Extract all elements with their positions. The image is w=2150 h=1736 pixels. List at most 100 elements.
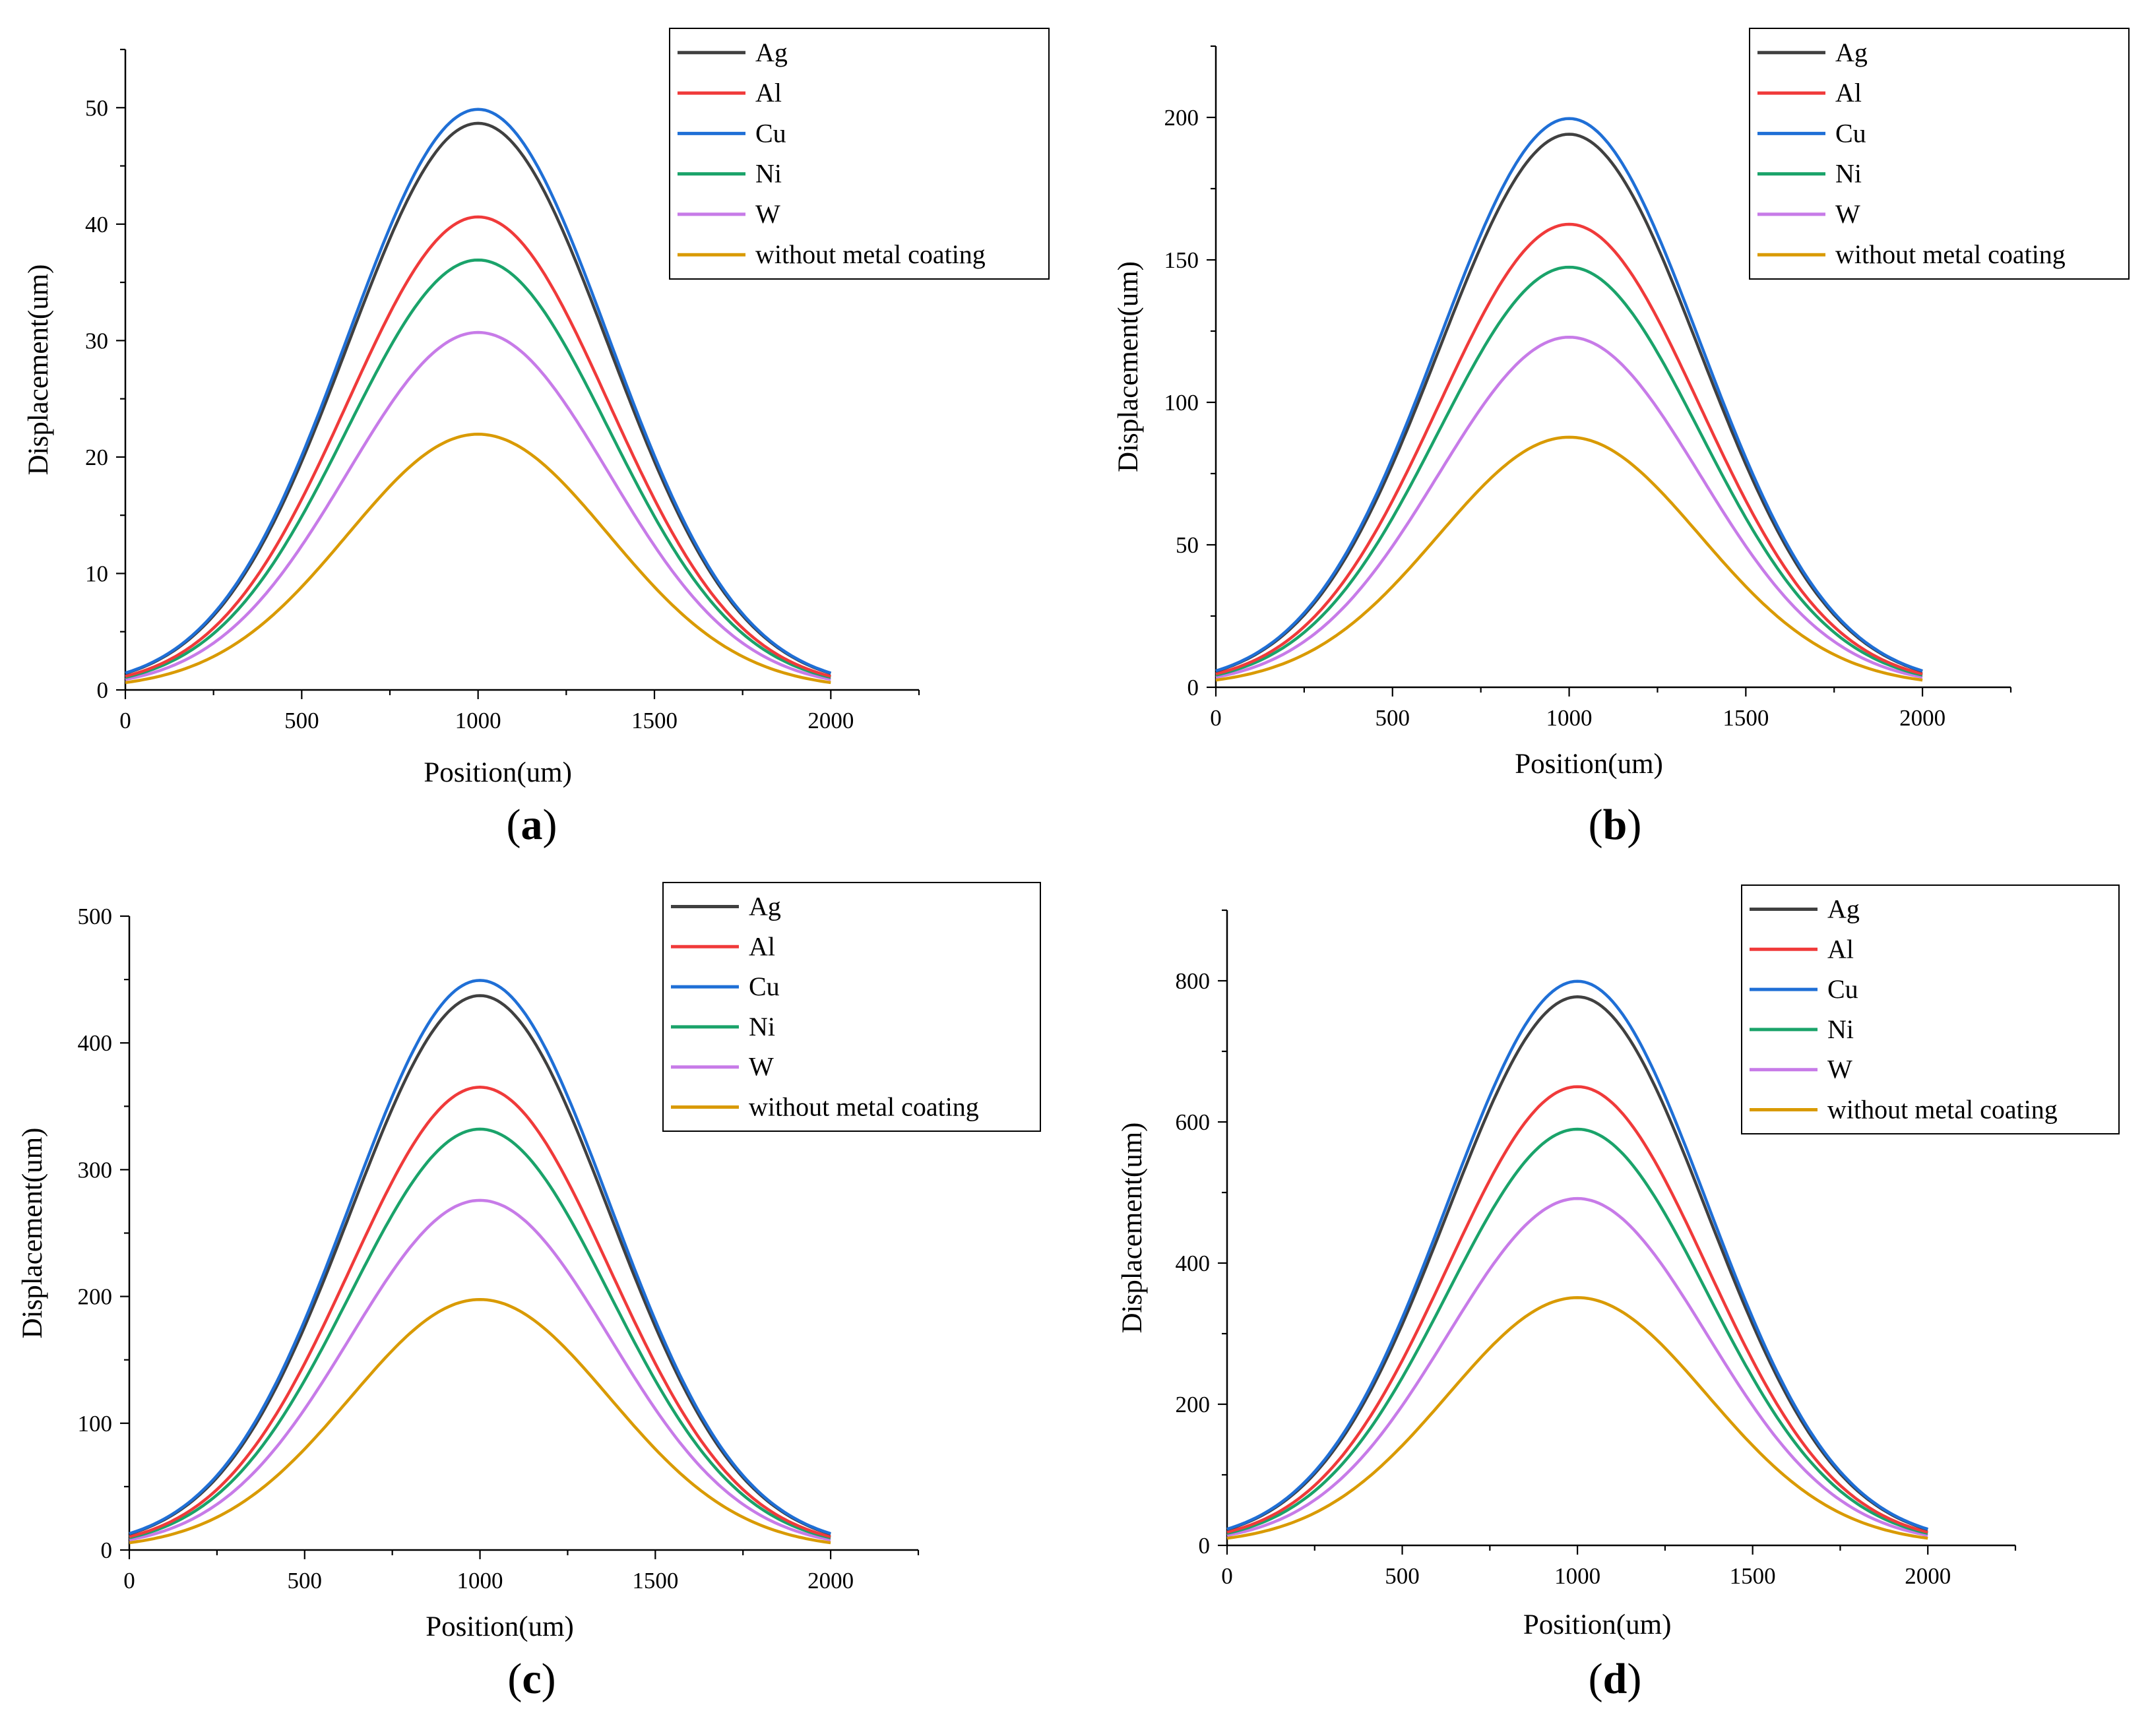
x-tick-label: 1500	[632, 1568, 678, 1594]
legend-label: Cu	[1835, 118, 1866, 148]
y-tick-label: 40	[85, 212, 108, 237]
x-axis-label: Position(um)	[426, 1611, 574, 1642]
series-line-without-metal-coating	[125, 433, 831, 685]
y-tick-label: 200	[1164, 105, 1199, 131]
x-tick-label: 0	[1221, 1563, 1233, 1589]
y-tick-label: 0	[101, 1537, 113, 1563]
chart-panel-b: 0 500 1000 1500 2000 0 50 100 150 200 Position(um)…	[1113, 28, 2130, 849]
legend-label: Cu	[749, 972, 780, 1001]
x-tick-label: 2000	[807, 708, 854, 733]
series-line-cu	[1226, 979, 1928, 1531]
x-axis-label: Position(um)	[1523, 1609, 1672, 1640]
series-line-al	[129, 1086, 831, 1538]
x-tick-label: 1500	[631, 708, 678, 733]
legend-label: Ni	[749, 1012, 775, 1041]
y-tick-label: 800	[1176, 968, 1211, 994]
legend-label: without metal coating	[1827, 1095, 2058, 1125]
legend-box	[1741, 884, 2120, 1134]
chart-panel-a: 0 500 1000 1500 2000 0 10 20 30 40 50 Position(um) D…	[23, 28, 1050, 849]
series-line-w	[1215, 335, 1923, 679]
legend-label: Al	[749, 931, 775, 961]
y-tick-label: 0	[1187, 675, 1199, 700]
x-tick-label: 1000	[1546, 705, 1593, 731]
x-tick-label: 1500	[1730, 1563, 1776, 1589]
legend-label: Al	[1827, 934, 1854, 964]
legend-label: W	[749, 1052, 774, 1082]
series-line-ag	[129, 994, 831, 1535]
legend-box	[1749, 28, 2130, 280]
y-tick-label: 0	[97, 677, 109, 703]
legend-label: Ag	[755, 38, 788, 67]
legend-box	[669, 28, 1050, 280]
series-line-ni	[125, 258, 831, 679]
series-line-w	[1226, 1196, 1928, 1537]
series-line-cu	[125, 108, 831, 675]
y-tick-label: 30	[85, 328, 108, 354]
panel-caption: (d)	[1589, 1655, 1642, 1703]
legend-label: Al	[1835, 78, 1862, 108]
y-tick-label: 50	[85, 95, 108, 121]
y-tick-label: 200	[1176, 1392, 1211, 1417]
series-line-ag	[1226, 995, 1928, 1532]
series-line-al	[1226, 1085, 1928, 1534]
panel-caption: (a)	[507, 801, 557, 849]
y-tick-label: 10	[85, 561, 108, 586]
y-tick-label: 400	[1176, 1251, 1211, 1276]
x-tick-label: 2000	[1905, 1563, 1951, 1589]
y-tick-label: 150	[1164, 247, 1199, 273]
legend-label: Ag	[749, 891, 781, 921]
series-line-al	[1215, 222, 1923, 675]
series-line-w	[125, 330, 831, 681]
y-tick-label: 20	[85, 445, 108, 470]
legend-label: W	[1827, 1055, 1852, 1084]
legend-label: W	[1835, 199, 1860, 229]
y-tick-label: 600	[1176, 1109, 1211, 1135]
legend-label: Al	[755, 78, 782, 108]
x-tick-label: 2000	[1899, 705, 1945, 731]
x-axis-label: Position(um)	[1515, 749, 1663, 780]
y-tick-label: 500	[78, 904, 113, 929]
x-tick-label: 0	[1210, 705, 1222, 731]
series-line-ag	[1215, 133, 1923, 673]
y-axis-label: Displacement(um)	[23, 264, 54, 475]
panel-caption: (c)	[507, 1655, 555, 1703]
y-tick-label: 200	[78, 1284, 113, 1310]
y-axis-label: Displacement(um)	[17, 1127, 48, 1338]
legend-label: Ni	[1827, 1014, 1854, 1044]
y-tick-label: 100	[1164, 390, 1199, 416]
legend-box	[662, 882, 1041, 1132]
chart-panel-d: 0 500 1000 1500 2000 0 200 400 600 800 Position(um…	[1117, 884, 2120, 1703]
series-line-al	[125, 215, 831, 678]
series-line-ni	[129, 1127, 831, 1539]
legend-label: without metal coating	[749, 1092, 979, 1122]
legend-label: Cu	[1827, 974, 1858, 1004]
legend-label: Cu	[755, 118, 786, 148]
x-tick-label: 0	[119, 708, 131, 733]
series-line-w	[129, 1198, 831, 1541]
panel-caption: (b)	[1589, 801, 1642, 849]
x-tick-label: 500	[288, 1568, 323, 1594]
x-tick-label: 1000	[455, 708, 501, 733]
x-tick-label: 500	[1385, 1563, 1420, 1589]
y-tick-label: 400	[78, 1030, 113, 1056]
x-tick-label: 2000	[807, 1568, 854, 1594]
series-line-without-metal-coating	[129, 1297, 831, 1545]
x-tick-label: 500	[1375, 705, 1410, 731]
x-tick-label: 1000	[1554, 1563, 1600, 1589]
series-line-ni	[1215, 265, 1923, 677]
legend-label: Ag	[1835, 38, 1868, 67]
y-axis-label: Displacement(um)	[1113, 261, 1144, 472]
y-tick-label: 0	[1199, 1533, 1211, 1559]
y-tick-label: 50	[1176, 532, 1199, 558]
series-line-ni	[1226, 1127, 1928, 1535]
x-axis-label: Position(um)	[424, 757, 572, 788]
y-axis-label: Displacement(um)	[1117, 1122, 1148, 1333]
x-tick-label: 1500	[1723, 705, 1769, 731]
series-line-cu	[129, 979, 831, 1535]
chart-panel-c: 0 500 1000 1500 2000 0 100 200 300 400 500 Position…	[17, 882, 1041, 1703]
